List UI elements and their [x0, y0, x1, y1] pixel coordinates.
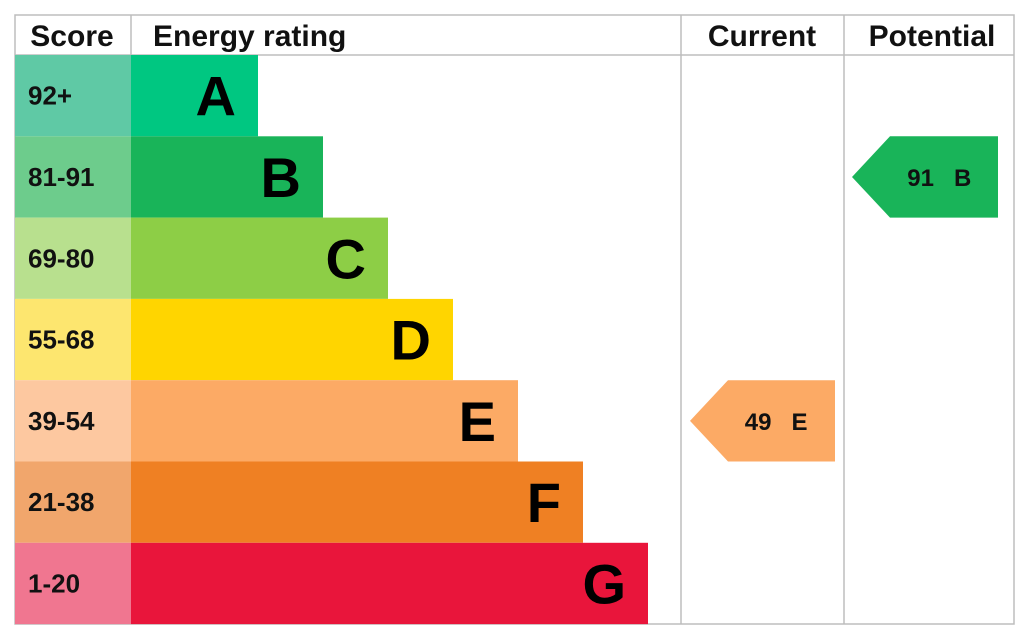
- score-cell-b: [15, 136, 131, 218]
- rating-bar-b: [131, 136, 323, 218]
- rating-arrows: 49 E 91 B: [690, 136, 998, 462]
- score-header: Score: [30, 20, 113, 53]
- rating-letter-f: F: [527, 471, 561, 534]
- score-range-f: 21-38: [28, 487, 95, 517]
- band-row-b: 81-91 B: [15, 136, 323, 218]
- rating-letter-e: E: [459, 390, 496, 453]
- current-rating-arrow-band: E: [792, 409, 808, 436]
- score-cell-c: [15, 217, 131, 299]
- energy-rating-header: Energy rating: [153, 20, 346, 53]
- current-rating-arrow: 49 E: [690, 380, 835, 462]
- current-rating-arrow-score: 49: [745, 409, 772, 436]
- band-row-c: 69-80 C: [15, 217, 388, 299]
- band-row-g: 1-20 G: [15, 542, 648, 625]
- potential-rating-arrow-band: B: [954, 165, 971, 192]
- band-row-f: 21-38 F: [15, 461, 583, 543]
- score-cell-f: [15, 461, 131, 543]
- rating-bar-f: [131, 461, 583, 543]
- score-cell-a: [15, 55, 131, 137]
- score-range-a: 92+: [28, 81, 72, 111]
- rating-letter-d: D: [391, 309, 431, 372]
- band-row-e: 39-54 E: [15, 380, 518, 462]
- score-range-g: 1-20: [28, 568, 80, 598]
- rating-bar-c: [131, 217, 388, 299]
- potential-header: Potential: [869, 20, 996, 53]
- rating-letter-c: C: [326, 227, 366, 290]
- score-range-b: 81-91: [28, 162, 95, 192]
- score-range-e: 39-54: [28, 406, 95, 436]
- rating-letter-a: A: [196, 65, 236, 128]
- score-cell-e: [15, 380, 131, 462]
- potential-rating-arrow-shape: [852, 136, 998, 218]
- rating-letter-g: G: [582, 552, 626, 615]
- score-range-c: 69-80: [28, 243, 95, 273]
- potential-rating-arrow: 91 B: [852, 136, 998, 218]
- rating-bar-d: [131, 298, 453, 381]
- rating-bar-e: [131, 380, 518, 462]
- score-range-d: 55-68: [28, 325, 95, 355]
- current-rating-arrow-shape: [690, 380, 835, 462]
- current-header: Current: [708, 20, 816, 53]
- rating-bar-g: [131, 542, 648, 625]
- score-cell-g: [15, 542, 131, 625]
- rating-bar-a: [131, 55, 258, 137]
- band-row-a: 92+ A: [15, 55, 258, 137]
- score-cell-d: [15, 298, 131, 381]
- rating-letter-b: B: [261, 146, 301, 209]
- rating-bands: 92+ A 81-91 B 69-80 C 55-68 D 39-54 E 21-38 F 1-20 G: [15, 55, 648, 625]
- potential-rating-arrow-score: 91: [907, 165, 934, 192]
- band-row-d: 55-68 D: [15, 298, 453, 381]
